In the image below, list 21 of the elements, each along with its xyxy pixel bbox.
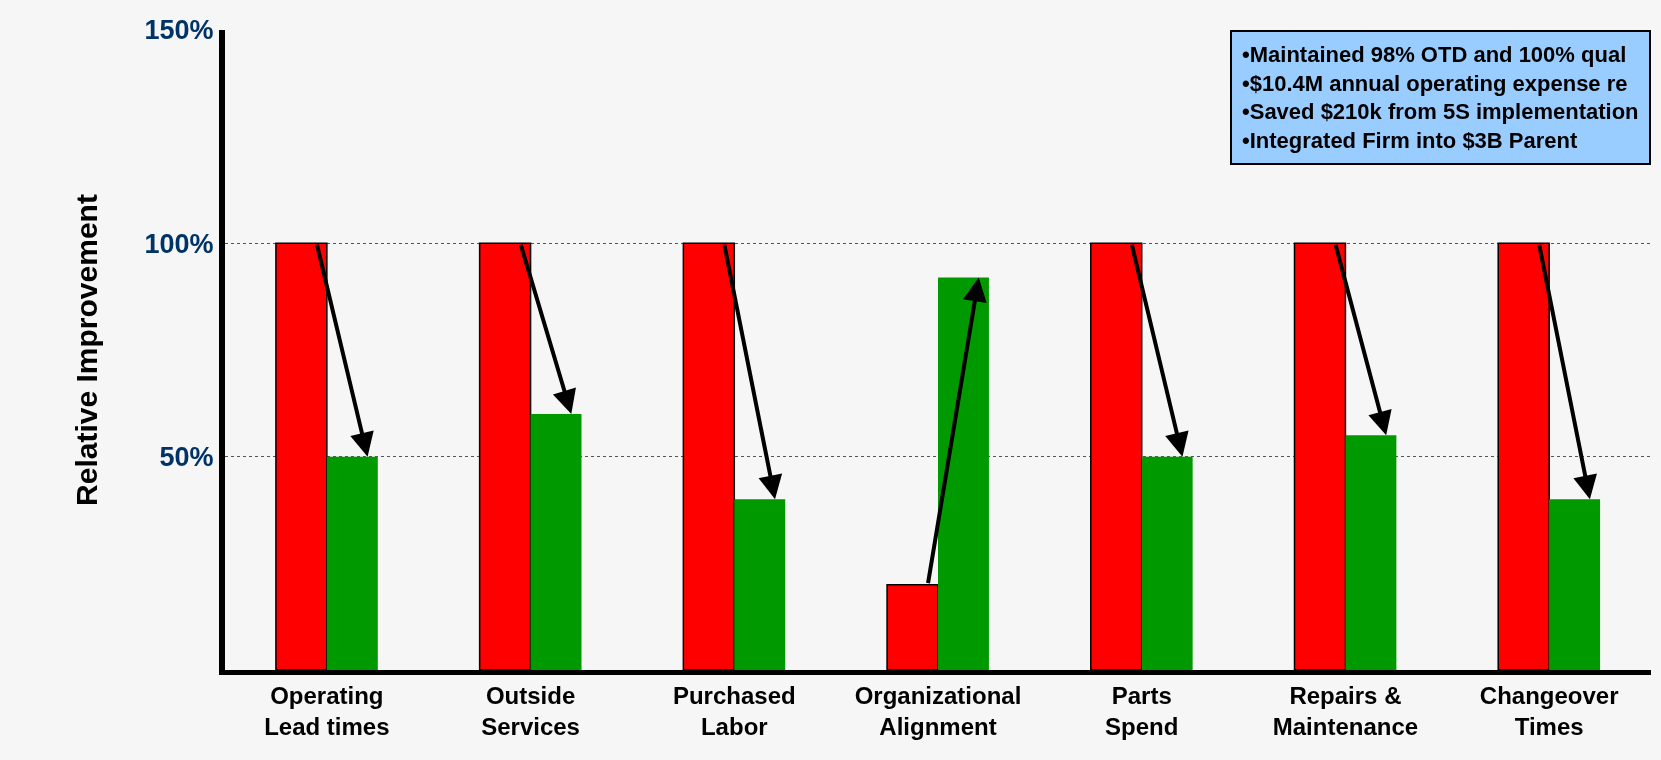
bar [530, 414, 582, 670]
bar [734, 499, 786, 670]
y-tick-label: 150% [144, 15, 214, 46]
bar [1345, 435, 1397, 670]
x-tick-label: Operating Lead times [264, 681, 390, 740]
annotation: •Maintained 98% OTD and 100% qual [1242, 42, 1627, 67]
x-tick-label: Outside Services [481, 681, 580, 740]
y-tick-label: 100% [144, 228, 214, 259]
x-tick-label: Organizational Alignment [854, 681, 1022, 740]
x-tick-label: Purchased Labor [672, 681, 796, 740]
annotation: •Saved $210k from 5S implementation [1242, 99, 1639, 125]
bar [1549, 499, 1601, 670]
x-tick-label: Repairs & Maintenance [1272, 681, 1419, 740]
bar [326, 456, 378, 670]
y-axis-title: Relative Improvement [70, 194, 104, 506]
x-tick-label: Parts Spend [1105, 681, 1179, 740]
bar [1141, 456, 1193, 670]
x-tick-label: Changeover Times [1479, 681, 1619, 740]
annotation: •Integrated Firm into $3B Parent [1242, 127, 1578, 153]
annotation: •$10.4M annual operating expense re [1242, 70, 1628, 96]
y-tick-label: 50% [159, 442, 214, 473]
